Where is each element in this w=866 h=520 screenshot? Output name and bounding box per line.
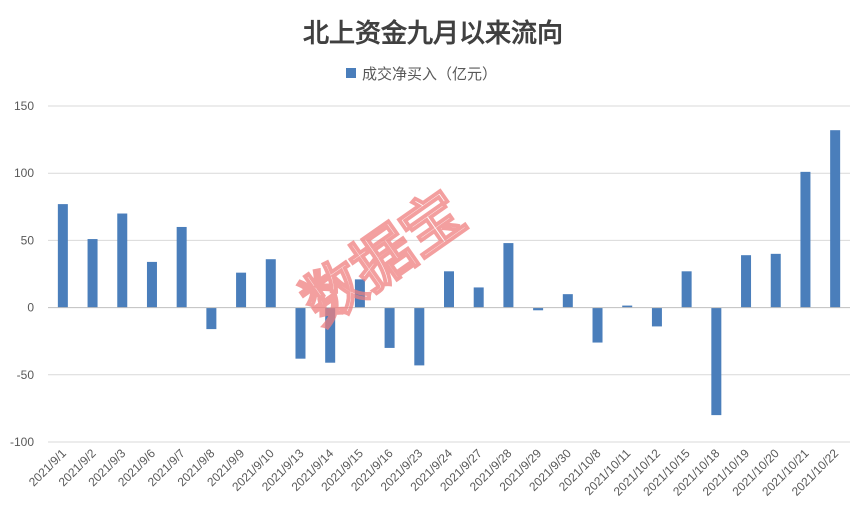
watermark: 数据宝 (289, 177, 479, 340)
bar (87, 239, 98, 308)
legend-label: 成交净买入（亿元） (362, 65, 497, 83)
legend-swatch (346, 68, 356, 78)
bar (711, 307, 722, 416)
y-tick-label: 0 (27, 301, 34, 315)
bar (592, 307, 603, 343)
watermark-text: 数据宝 (290, 178, 478, 339)
legend: 成交净买入（亿元） (346, 65, 497, 83)
y-tick-label: -100 (10, 435, 34, 449)
bar (622, 305, 633, 308)
bar (830, 130, 841, 308)
bar (176, 226, 187, 308)
bar (57, 204, 68, 308)
bar (117, 213, 128, 308)
bar (533, 307, 544, 311)
x-axis-ticks: 2021/9/12021/9/22021/9/32021/9/62021/9/7… (26, 446, 841, 499)
bar (681, 271, 692, 308)
y-tick-label: 50 (21, 233, 35, 247)
bar (146, 261, 157, 308)
bar (354, 279, 365, 308)
bars (57, 130, 841, 416)
bar (651, 307, 662, 327)
y-tick-label: 150 (14, 99, 34, 113)
bar (295, 307, 306, 359)
bar (800, 171, 811, 308)
bar (741, 255, 752, 308)
y-tick-label: 100 (14, 166, 34, 180)
bar (414, 307, 425, 366)
y-axis-ticks: -100 -50 0 50 100 150 (10, 99, 34, 449)
bar (265, 259, 276, 308)
bar (562, 294, 573, 308)
bar (770, 253, 781, 308)
bar (473, 287, 484, 308)
bar (236, 272, 247, 308)
chart-title: 北上资金九月以来流向 (303, 18, 563, 49)
bar (325, 307, 336, 363)
bar (503, 243, 514, 308)
y-tick-label: -50 (17, 368, 35, 382)
bar (444, 271, 454, 308)
bar (206, 307, 217, 330)
bar (384, 307, 395, 348)
